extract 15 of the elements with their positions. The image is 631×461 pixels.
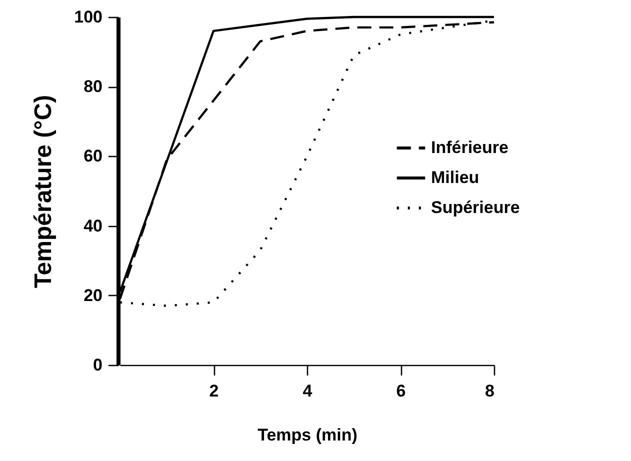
legend-label: Milieu: [431, 168, 480, 187]
y-tick-label: 0: [93, 356, 102, 374]
x-tick-label: 6: [396, 382, 406, 400]
legend-label: Inférieure: [431, 138, 508, 157]
legend-label: Supérieure: [431, 198, 520, 217]
x-tick-label: 2: [209, 382, 219, 400]
x-tick-label: 8: [485, 382, 494, 400]
y-tick-label: 80: [84, 77, 102, 96]
y-tick-label: 20: [84, 286, 102, 305]
y-tick-label: 60: [84, 146, 102, 166]
x-tick-label: 4: [302, 382, 313, 400]
y-axis-title: Température (°C): [30, 94, 58, 288]
y-tick-label: 40: [84, 216, 102, 236]
x-axis-title: Temps (min): [258, 426, 358, 444]
y-tick-label: 100: [74, 8, 102, 26]
